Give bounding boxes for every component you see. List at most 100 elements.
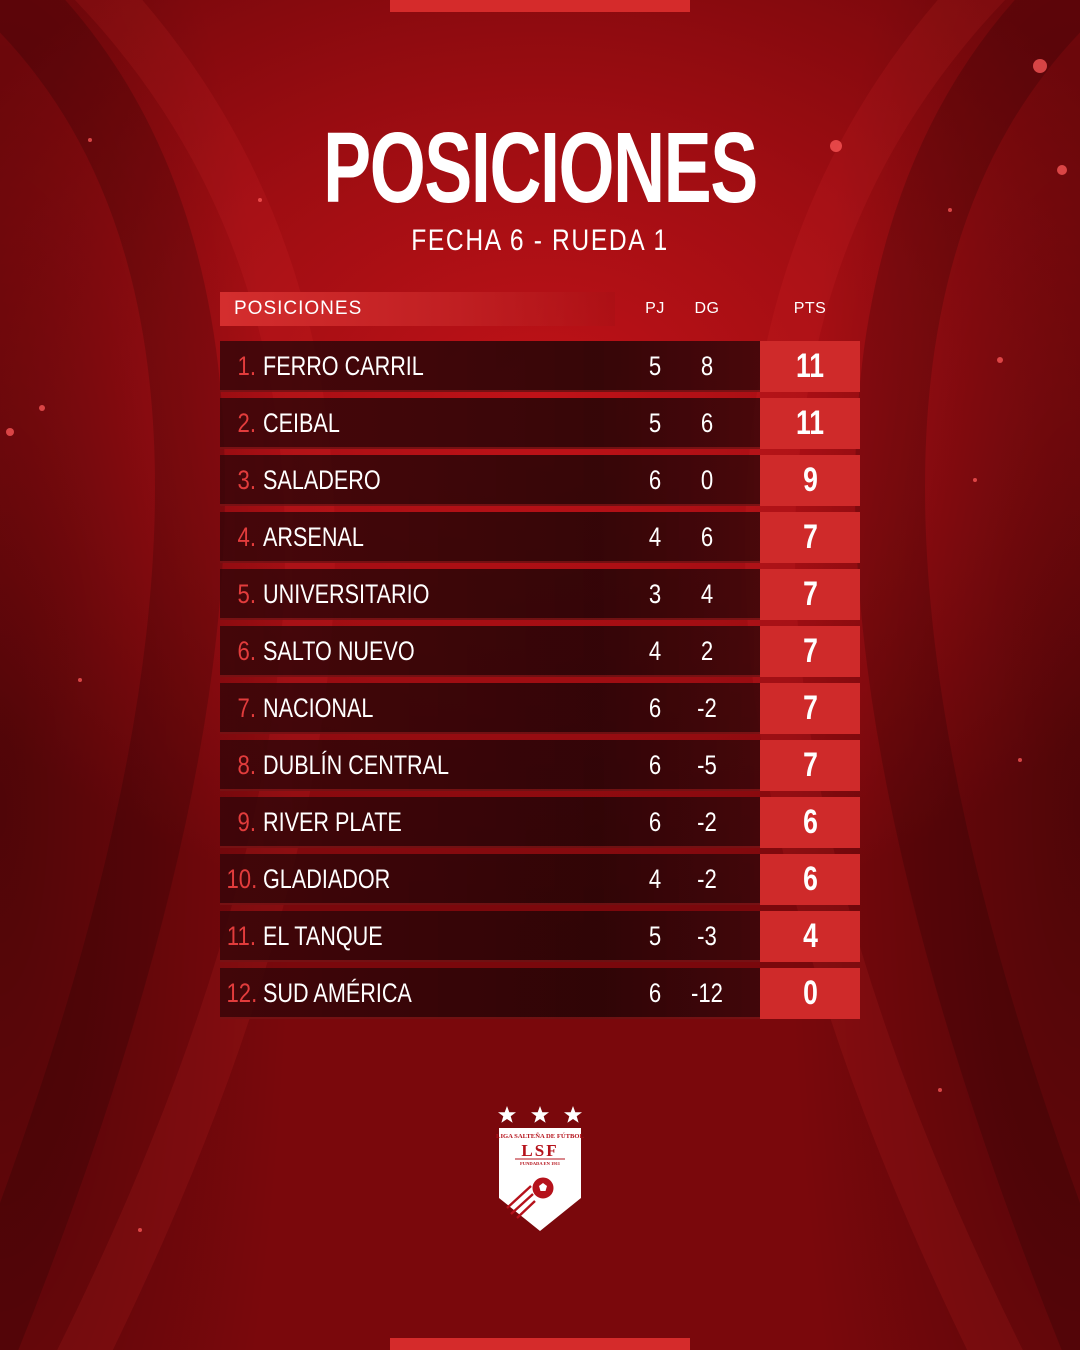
team-name: SALADERO [263,465,381,495]
points-badge: 7 [760,683,860,734]
table-row: 11. EL TANQUE 5 -3 4 [220,911,860,962]
position-number: 2. [237,408,256,438]
table-row: 9. RIVER PLATE 6 -2 6 [220,797,860,848]
points-value: 7 [802,746,818,784]
team-name: NACIONAL [263,693,374,723]
position-number: 11. [226,921,256,951]
page-title: POSICIONES [323,112,758,224]
bottom-accent-bar [390,1338,690,1350]
points-value: 6 [802,803,818,841]
games-played: 5 [648,921,662,951]
logo-league-name: LIGA SALTEÑA DE FÚTBOL [496,1132,584,1140]
goal-difference: 0 [700,465,714,495]
position-number: 8. [237,750,256,780]
table-row: 8. DUBLÍN CENTRAL 6 -5 7 [220,740,860,791]
games-played: 4 [648,522,662,552]
points-badge: 6 [760,797,860,848]
points-badge: 11 [760,341,860,392]
standings-table: 1. FERRO CARRIL 5 8 11 2. CEIBAL 5 6 11 … [220,341,860,1025]
header-pts: PTS [793,300,827,317]
goal-difference: -3 [697,921,717,951]
position-number: 3. [237,465,256,495]
header-dg: DG [694,300,720,317]
table-row: 1. FERRO CARRIL 5 8 11 [220,341,860,392]
points-badge: 0 [760,968,860,1019]
points-badge: 11 [760,398,860,449]
table-row: 3. SALADERO 6 0 9 [220,455,860,506]
points-badge: 7 [760,626,860,677]
table-row: 12. SUD AMÉRICA 6 -12 0 [220,968,860,1019]
games-played: 5 [648,408,662,438]
lsf-league-logo: LIGA SALTEÑA DE FÚTBOL LSF FUNDADA EN 19… [496,1106,585,1231]
goal-difference: -2 [697,807,717,837]
table-row: 4. ARSENAL 4 6 7 [220,512,860,563]
games-played: 6 [648,693,662,723]
goal-difference: 8 [700,351,714,381]
position-number: 10. [226,864,258,894]
points-badge: 9 [760,455,860,506]
goal-difference: -12 [690,978,724,1008]
team-name: SALTO NUEVO [263,636,415,666]
points-value: 7 [802,518,818,556]
points-value: 6 [802,860,818,898]
goal-difference: 6 [700,408,714,438]
table-row: 2. CEIBAL 5 6 11 [220,398,860,449]
team-name: GLADIADOR [263,864,391,894]
position-number: 6. [237,636,256,666]
page-subtitle: FECHA 6 - RUEDA 1 [411,224,669,257]
table-row: 5. UNIVERSITARIO 3 4 7 [220,569,860,620]
table-row: 7. NACIONAL 6 -2 7 [220,683,860,734]
star-icon [531,1106,549,1123]
points-badge: 6 [760,854,860,905]
points-value: 11 [795,347,825,385]
soccer-ball-icon [506,1176,555,1219]
games-played: 3 [648,579,662,609]
team-name: CEIBAL [263,408,340,438]
position-number: 7. [237,693,256,723]
star-icon [564,1106,582,1123]
team-name: SUD AMÉRICA [263,978,412,1008]
team-name: RIVER PLATE [263,807,402,837]
games-played: 4 [648,636,662,666]
logo-founded: FUNDADA EN 1911 [520,1161,561,1166]
points-value: 0 [802,974,818,1012]
goal-difference: -5 [697,750,717,780]
top-accent-bar [390,0,690,12]
team-name: FERRO CARRIL [263,351,424,381]
goal-difference: 2 [700,636,714,666]
games-played: 5 [648,351,662,381]
games-played: 6 [648,978,662,1008]
goal-difference: -2 [697,693,717,723]
header-label: POSICIONES [220,292,615,326]
team-name: UNIVERSITARIO [263,579,430,609]
points-value: 11 [795,404,825,442]
points-badge: 7 [760,569,860,620]
points-value: 4 [802,917,818,955]
position-number: 9. [237,807,256,837]
goal-difference: -2 [697,864,717,894]
logo-abbr: LSF [521,1141,558,1160]
points-value: 7 [802,689,818,727]
points-value: 9 [802,461,818,499]
table-row: 10. GLADIADOR 4 -2 6 [220,854,860,905]
header-pj: PJ [645,300,665,317]
points-badge: 7 [760,740,860,791]
games-played: 6 [648,465,662,495]
team-name: ARSENAL [263,522,364,552]
table-row: 6. SALTO NUEVO 4 2 7 [220,626,860,677]
team-name: EL TANQUE [263,921,383,951]
goal-difference: 6 [700,522,714,552]
team-name: DUBLÍN CENTRAL [263,750,450,780]
points-badge: 4 [760,911,860,962]
games-played: 6 [648,807,662,837]
points-value: 7 [802,632,818,670]
position-number: 4. [237,522,256,552]
star-icon [498,1106,516,1123]
points-badge: 7 [760,512,860,563]
star-icons [498,1106,582,1123]
games-played: 4 [648,864,662,894]
position-number: 5. [237,579,256,609]
position-number: 1. [237,351,256,381]
games-played: 6 [648,750,662,780]
position-number: 12. [226,978,258,1008]
